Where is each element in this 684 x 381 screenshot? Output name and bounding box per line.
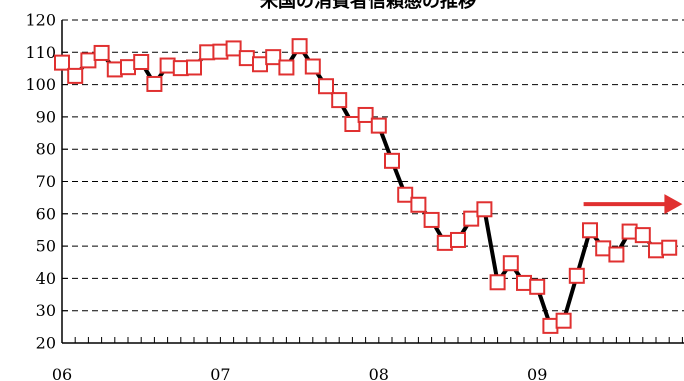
data-point xyxy=(106,61,123,78)
data-point xyxy=(291,38,308,55)
gridlines xyxy=(62,19,684,312)
data-point xyxy=(146,75,163,92)
data-point xyxy=(555,312,572,329)
data-point xyxy=(661,239,678,256)
data-point xyxy=(304,58,321,75)
data-point xyxy=(252,56,268,73)
y-tick-label: 30 xyxy=(36,301,56,320)
data-point xyxy=(80,52,97,69)
y-tick-label: 110 xyxy=(25,43,56,62)
data-point xyxy=(582,222,598,239)
data-point xyxy=(278,59,295,76)
x-tick-label: 06 xyxy=(52,365,72,381)
data-point xyxy=(502,255,519,272)
y-tick-label: 50 xyxy=(36,237,56,256)
data-point xyxy=(516,274,532,291)
data-point xyxy=(648,242,664,259)
data-point xyxy=(344,116,361,133)
data-point xyxy=(357,106,374,123)
x-tick-label: 08 xyxy=(369,365,389,381)
data-point xyxy=(318,78,334,95)
data-point xyxy=(608,246,625,263)
x-axis-ticks xyxy=(61,337,683,343)
y-axis-ticks: 20 30 40 50 60 70 80 90 100 110 120 xyxy=(25,11,68,353)
x-tick-label: 09 xyxy=(527,365,547,381)
data-point xyxy=(370,117,387,134)
data-point xyxy=(225,40,242,57)
y-tick-label: 100 xyxy=(25,75,56,94)
data-point xyxy=(54,54,70,71)
series-markers xyxy=(54,38,678,334)
annotations xyxy=(583,194,683,215)
data-point xyxy=(212,43,229,60)
y-tick-label: 20 xyxy=(36,334,56,353)
data-point xyxy=(410,196,427,213)
y-tick-label: 70 xyxy=(36,172,56,191)
data-point xyxy=(133,53,150,70)
data-point xyxy=(172,60,189,77)
data-point xyxy=(159,57,176,74)
data-point xyxy=(238,50,255,67)
data-point xyxy=(621,223,638,240)
y-tick-label: 40 xyxy=(36,269,56,288)
data-point xyxy=(463,210,480,227)
y-tick-label: 120 xyxy=(25,11,56,30)
x-axis-labels: 06 07 08 09 xyxy=(52,365,548,381)
data-point xyxy=(120,59,136,76)
data-point xyxy=(397,186,414,203)
data-point xyxy=(529,278,546,295)
y-tick-label: 90 xyxy=(36,107,56,126)
data-point xyxy=(93,44,110,61)
y-tick-label: 80 xyxy=(36,140,56,159)
trend-arrow-head xyxy=(664,194,683,215)
x-tick-label: 07 xyxy=(210,365,230,381)
y-tick-label: 60 xyxy=(36,204,56,223)
data-point xyxy=(595,240,612,257)
data-point xyxy=(265,49,282,66)
data-point xyxy=(186,59,202,76)
data-point xyxy=(331,92,348,109)
data-point xyxy=(476,201,493,218)
data-point xyxy=(489,274,506,291)
data-point xyxy=(450,231,466,248)
data-point xyxy=(384,152,400,169)
data-point xyxy=(423,211,440,228)
data-point xyxy=(568,267,585,284)
data-point xyxy=(199,44,216,61)
data-point xyxy=(436,234,453,251)
chart-title: 米国の消費者信頼感の推移 xyxy=(260,0,476,12)
data-point xyxy=(542,317,559,334)
data-point xyxy=(67,67,84,84)
data-point xyxy=(634,227,651,244)
